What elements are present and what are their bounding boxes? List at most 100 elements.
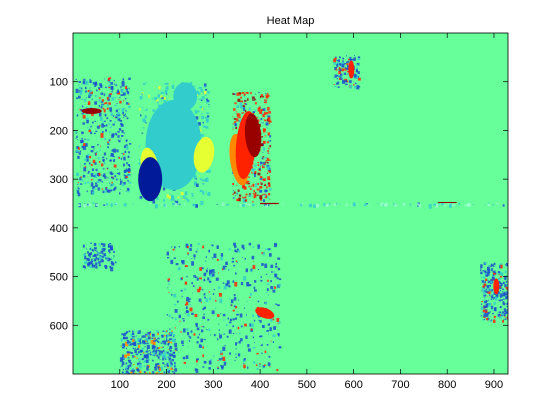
heatmap-cell: [492, 312, 494, 315]
heatmap-cell: [172, 362, 174, 364]
heatmap-cell: [241, 100, 244, 103]
heatmap-cell: [260, 344, 263, 347]
heatmap-cell: [98, 161, 101, 163]
heatmap-cell: [85, 86, 87, 90]
heatmap-cell: [488, 280, 491, 283]
heatmap-cell: [265, 302, 268, 305]
heatmap-cell: [92, 121, 94, 124]
heatmap-cell: [126, 368, 129, 370]
heatmap-cell: [229, 248, 231, 251]
heatmap-cell: [488, 289, 490, 292]
heatmap-cell: [277, 267, 281, 271]
heatmap-cell: [206, 115, 210, 118]
heatmap-cell: [125, 88, 128, 91]
heatmap-cell: [485, 309, 487, 312]
heatmap-cell: [259, 335, 263, 338]
heatmap-cell: [258, 269, 259, 270]
heatmap-cell: [171, 84, 175, 89]
heatmap-cell: [138, 159, 141, 161]
heatmap-cell: [141, 93, 143, 96]
heatmap-cell: [207, 277, 210, 281]
heatmap-cell: [245, 181, 248, 185]
heatmap-cell: [274, 274, 276, 276]
heatmap-cell: [342, 80, 345, 84]
heatmap-cell: [94, 249, 96, 252]
heatmap-cell: [142, 118, 146, 123]
heatmap-cell: [245, 193, 248, 196]
heatmap-cell: [222, 313, 226, 317]
heatmap-cell: [91, 98, 93, 100]
heatmap-cell: [131, 368, 134, 370]
heatmap-cell: [84, 261, 88, 264]
heatmap-cell: [356, 203, 358, 205]
heatmap-cell: [172, 355, 175, 357]
heatmap-cell: [278, 278, 282, 281]
heatmap-cell: [263, 364, 266, 366]
heatmap-cell: [261, 200, 263, 201]
heatmap-cell: [504, 270, 507, 274]
heatmap-cell: [107, 257, 110, 262]
heatmap-cell: [504, 318, 507, 320]
heatmap-cell: [250, 268, 253, 272]
heatmap-cell: [172, 334, 176, 336]
heatmap-cell: [202, 191, 205, 195]
heatmap-cell: [229, 321, 232, 324]
heatmap-cell: [195, 324, 198, 328]
heatmap-cell: [325, 203, 329, 207]
heatmap-cell: [212, 293, 215, 295]
axis-ticks: 100 200 300 400 500 600 700 800 9001002003004005…: [50, 33, 508, 391]
heatmap-cell: [106, 103, 109, 107]
heatmap-cell: [95, 262, 98, 266]
heatmap-cell: [338, 68, 342, 71]
heatmap-cell: [127, 372, 130, 374]
heatmap-cell: [149, 371, 151, 374]
heatmap-cell: [181, 295, 183, 298]
y-tick-label: 600: [50, 320, 68, 332]
heatmap-cell: [252, 265, 256, 270]
heatmap-cell: [262, 325, 265, 328]
heatmap-cell: [104, 265, 107, 268]
heatmap-cell: [180, 190, 182, 191]
heatmap-cell: [100, 242, 103, 245]
heatmap-cell: [203, 338, 206, 341]
heatmap-cell: [126, 90, 129, 93]
heatmap-cell: [272, 341, 275, 343]
heatmap-cell: [146, 335, 148, 337]
x-tick-label: 400: [251, 379, 269, 391]
heatmap-cell: [268, 204, 270, 206]
heatmap-cell: [264, 263, 268, 268]
heatmap-cell: [129, 364, 132, 367]
heatmap-cell: [132, 333, 135, 335]
heatmap-cell: [223, 361, 227, 366]
heatmap-cell: [94, 253, 96, 257]
heatmap-cell: [357, 57, 361, 61]
heatmap-cell: [356, 67, 358, 70]
heatmap-region-cluster-lower-left: [82, 242, 117, 272]
heatmap-cell: [191, 312, 194, 315]
heatmap-cell: [266, 158, 270, 162]
heatmap-cell: [109, 171, 113, 175]
heatmap-cell: [493, 315, 496, 319]
heatmap-cell: [502, 204, 505, 207]
heatmap-cell: [96, 181, 99, 183]
heatmap-cell: [84, 166, 87, 168]
heatmap-cell: [169, 193, 171, 195]
heatmap-cell: [260, 279, 263, 282]
heatmap-cell: [92, 159, 96, 164]
heatmap-cell: [117, 89, 119, 93]
heatmap-cell: [87, 172, 90, 174]
heatmap-cell: [260, 143, 264, 147]
heatmap-cell: [171, 196, 175, 200]
heatmap-cell: [467, 203, 470, 208]
heatmap-cell: [336, 82, 338, 85]
heatmap-cell: [117, 168, 119, 170]
heatmap-cell: [169, 361, 172, 363]
heatmap-cell: [485, 291, 488, 294]
heatmap-cell: [75, 78, 77, 80]
heatmap-cell: [160, 372, 163, 374]
heatmap-cell: [87, 176, 89, 177]
heatmap-cell: [250, 270, 253, 273]
heatmap-cell: [265, 189, 268, 192]
heatmap-cell: [154, 337, 156, 339]
